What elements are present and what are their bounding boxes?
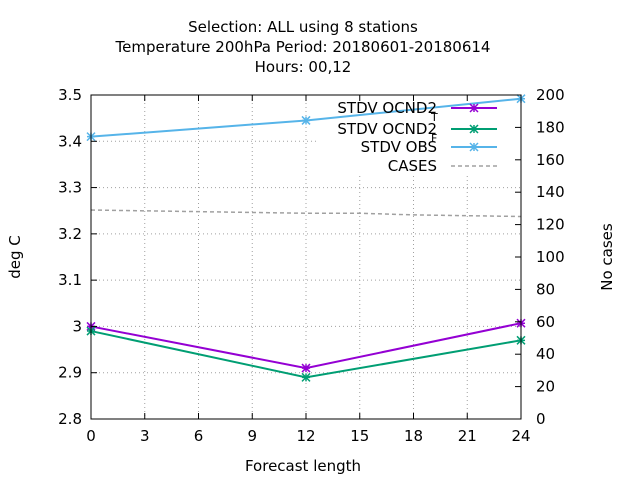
y-tick-label: 2.9: [58, 364, 82, 382]
x-axis-label: Forecast length: [245, 457, 361, 475]
y-tick-label: 3.2: [58, 225, 82, 243]
y-tick-label: 3.1: [58, 271, 82, 289]
series-2: [86, 94, 526, 142]
title-line-2: Temperature 200hPa Period: 20180601-2018…: [115, 38, 491, 56]
y2-tick-label: 160: [536, 151, 565, 169]
y-tick-label: 3.5: [58, 86, 82, 104]
legend-label: STDV OBS: [361, 138, 437, 156]
legend-entry: STDV OBS: [361, 138, 497, 156]
title-line-1: Selection: ALL using 8 stations: [188, 18, 418, 36]
x-tick-label: 18: [404, 427, 423, 445]
data-point: [301, 115, 311, 125]
x-tick-label: 12: [296, 427, 315, 445]
y2-tick-label: 0: [536, 410, 546, 428]
y2-tick-label: 180: [536, 118, 565, 136]
legend-label: CASES: [388, 157, 437, 175]
y-axis-label: deg C: [6, 235, 24, 279]
data-point: [301, 372, 311, 382]
legend-marker: [469, 142, 479, 152]
legend-label: STDV OCND2: [337, 120, 437, 138]
y2-tick-label: 20: [536, 378, 555, 396]
x-tick-label: 15: [350, 427, 369, 445]
y-tick-label: 2.8: [58, 410, 82, 428]
y2-tick-label: 60: [536, 313, 555, 331]
y2-tick-label: 140: [536, 183, 565, 201]
x-tick-label: 0: [86, 427, 96, 445]
y2-tick-label: 80: [536, 280, 555, 298]
legend-label: STDV OCND2: [337, 99, 437, 117]
y2-axis-label: No cases: [598, 223, 616, 291]
title-line-3: Hours: 00,12: [255, 58, 352, 76]
legend-marker: [469, 103, 479, 113]
y-tick-label: 3: [72, 317, 82, 335]
series-line: [90, 209, 522, 218]
series-3: [90, 209, 522, 218]
y-tick-label: 3.4: [58, 132, 82, 150]
series: [86, 94, 526, 382]
grid: [91, 95, 521, 419]
y2-tick-label: 200: [536, 86, 565, 104]
x-tick-label: 3: [140, 427, 150, 445]
y-tick-label: 3.3: [58, 179, 82, 197]
legend-marker: [469, 124, 479, 134]
axis-ticks: 0 3 6 9 12 15 18 21 24 2.8 2.9 3 3.1 3.2 3.3 3.4 3.5 0 20 4…: [58, 86, 565, 445]
x-tick-label: 6: [194, 427, 204, 445]
y2-tick-label: 100: [536, 248, 565, 266]
chart-title: Selection: ALL using 8 stations Temperat…: [115, 18, 491, 76]
y2-tick-label: 40: [536, 345, 555, 363]
legend-entry: CASES: [388, 157, 497, 175]
data-point: [301, 363, 311, 373]
x-tick-label: 9: [247, 427, 257, 445]
x-tick-label: 24: [511, 427, 530, 445]
y2-tick-label: 120: [536, 216, 565, 234]
legend-subscript: F: [431, 132, 437, 145]
x-tick-label: 21: [458, 427, 477, 445]
legend-subscript: T: [430, 111, 438, 124]
